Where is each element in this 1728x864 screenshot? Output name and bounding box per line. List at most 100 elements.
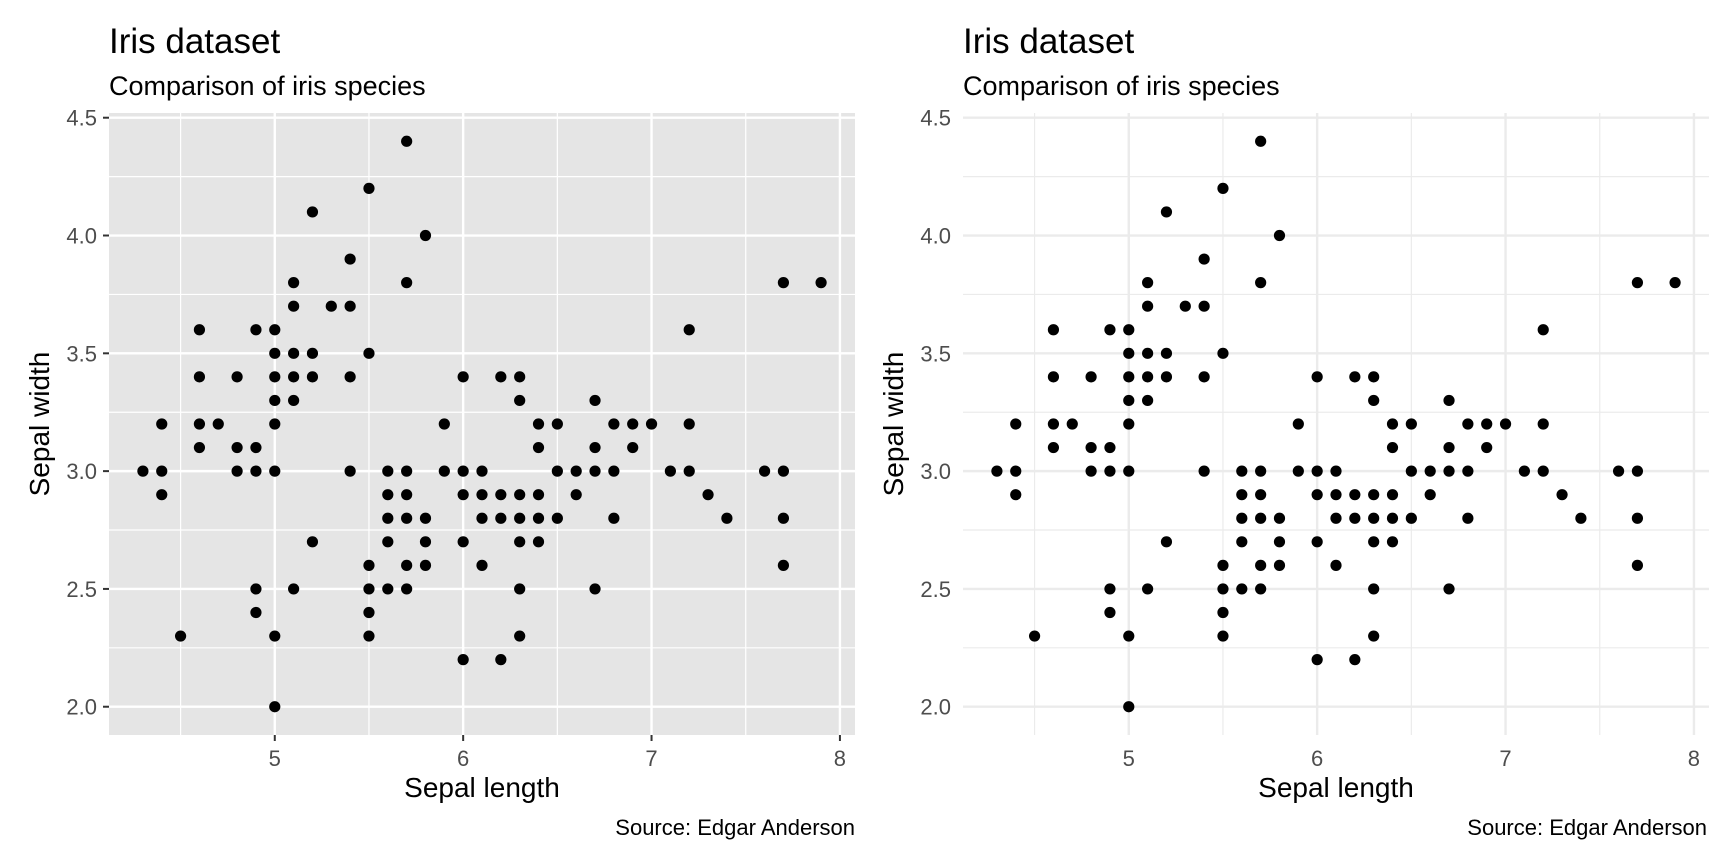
data-point	[1631, 512, 1644, 524]
data-point	[1462, 465, 1474, 477]
data-point	[991, 465, 1003, 477]
data-point	[476, 512, 488, 524]
data-point	[1669, 277, 1681, 289]
data-point	[1405, 512, 1417, 524]
data-point	[269, 347, 281, 359]
x-axis-label: Sepal length	[404, 772, 560, 803]
data-point	[306, 536, 319, 548]
data-point	[288, 583, 300, 595]
data-point	[1255, 559, 1267, 571]
plot-panel	[963, 113, 1709, 735]
data-point	[1255, 135, 1267, 147]
data-point	[1236, 536, 1248, 548]
data-point	[269, 371, 281, 383]
data-point	[1179, 300, 1191, 312]
data-point	[532, 441, 545, 454]
data-point	[1142, 347, 1154, 359]
data-point	[1255, 512, 1267, 524]
data-point	[363, 606, 375, 619]
data-point	[174, 630, 187, 642]
data-point	[156, 418, 168, 430]
data-point	[1481, 418, 1493, 430]
data-point	[1160, 206, 1173, 218]
data-point	[1537, 418, 1549, 430]
data-point	[1236, 465, 1248, 477]
y-tick-label: 3.5	[66, 341, 97, 366]
data-point	[702, 489, 714, 501]
x-axis-label: Sepal length	[1258, 772, 1414, 803]
data-point	[231, 441, 243, 454]
data-point	[1104, 441, 1116, 454]
data-point	[1537, 465, 1549, 477]
data-point	[1481, 441, 1493, 454]
data-point	[777, 277, 790, 289]
y-axis-label: Sepal width	[24, 352, 55, 497]
y-tick-label: 2.5	[920, 577, 951, 602]
data-point	[1311, 654, 1323, 666]
data-point	[401, 512, 413, 524]
axis-ticks: 5 6 7 8 2.0 2.5 3.0 3.5 4.0 4.5	[66, 106, 846, 771]
data-point	[1142, 277, 1154, 289]
data-point	[664, 465, 676, 477]
data-point	[1575, 512, 1587, 524]
data-point	[532, 418, 545, 430]
data-point	[1123, 324, 1135, 336]
x-tick-label: 5	[1123, 746, 1135, 771]
data-point	[1255, 583, 1267, 595]
data-point	[1405, 418, 1417, 430]
data-point	[363, 347, 375, 359]
data-point	[1236, 583, 1248, 595]
data-point	[1142, 300, 1154, 312]
data-point	[589, 394, 601, 407]
data-point	[1255, 489, 1267, 501]
data-point	[1123, 465, 1135, 477]
data-point	[1273, 229, 1286, 242]
data-point	[514, 394, 526, 407]
data-point	[382, 512, 394, 524]
data-point	[1085, 371, 1097, 383]
y-tick-label: 2.0	[66, 695, 97, 720]
data-point	[457, 465, 469, 477]
axis-ticks: 5 6 7 8 2.0 2.5 3.0 3.5 4.0 4.5	[920, 106, 1700, 771]
data-point	[457, 371, 469, 383]
data-point	[1273, 512, 1286, 524]
chart-title: Iris dataset	[963, 22, 1134, 61]
y-tick-label: 2.0	[920, 695, 951, 720]
data-point	[137, 465, 149, 477]
data-point	[401, 135, 413, 147]
data-point	[419, 559, 432, 571]
data-point	[1047, 371, 1060, 383]
data-point	[1386, 441, 1399, 454]
data-point	[1085, 465, 1097, 477]
data-points	[991, 135, 1681, 713]
data-point	[1424, 489, 1436, 501]
data-point	[419, 229, 432, 242]
data-point	[288, 394, 300, 407]
data-point	[608, 512, 620, 524]
x-tick-label: 5	[269, 746, 281, 771]
data-point	[269, 630, 281, 642]
data-point	[1142, 371, 1154, 383]
data-point	[721, 512, 733, 524]
data-point	[457, 489, 469, 501]
data-point	[1142, 583, 1154, 595]
data-point	[1386, 489, 1399, 501]
data-point	[382, 536, 394, 548]
data-point	[1010, 489, 1022, 501]
data-point	[1123, 418, 1135, 430]
data-point	[1443, 583, 1455, 595]
data-point	[363, 583, 375, 595]
data-point	[401, 277, 413, 289]
data-point	[476, 559, 488, 571]
data-point	[1273, 559, 1286, 571]
x-tick-label: 8	[834, 746, 846, 771]
y-tick-label: 4.0	[920, 224, 951, 249]
y-tick-label: 3.0	[920, 459, 951, 484]
data-point	[514, 371, 526, 383]
data-point	[269, 465, 281, 477]
data-point	[1386, 418, 1399, 430]
data-point	[1255, 277, 1267, 289]
data-point	[777, 465, 790, 477]
data-point	[532, 489, 545, 501]
data-point	[758, 465, 771, 477]
